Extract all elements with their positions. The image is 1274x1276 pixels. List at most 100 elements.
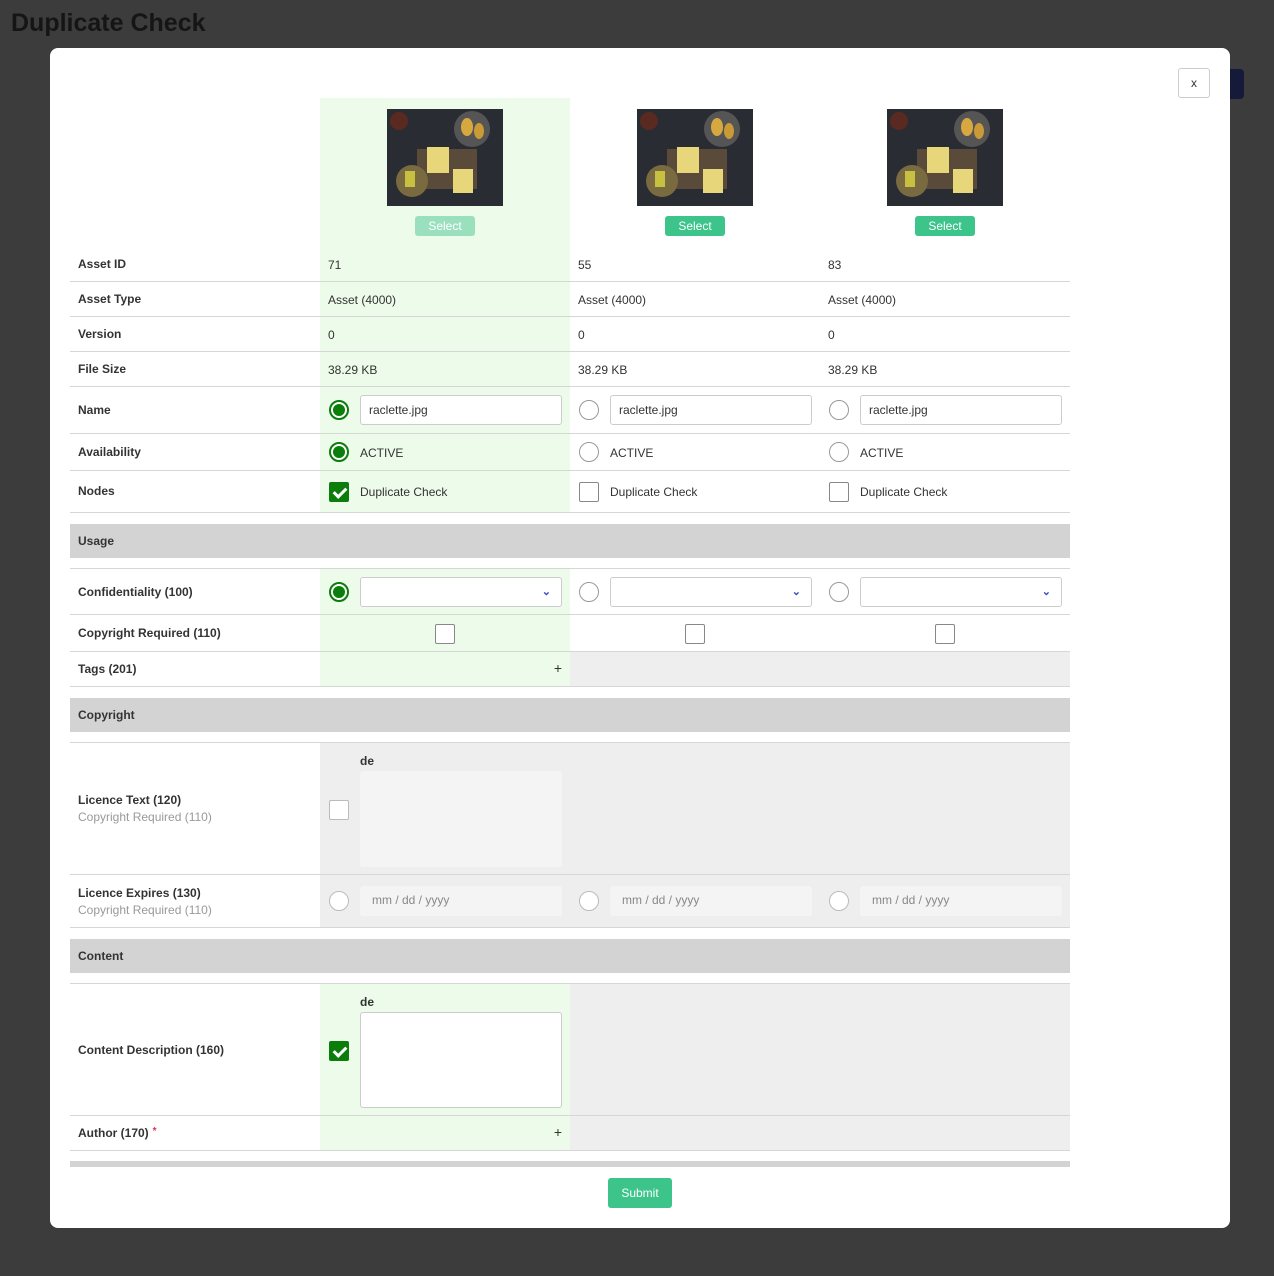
copyright-required-row: Copyright Required (110) <box>70 615 1070 652</box>
version-cell-3: 0 <box>820 317 1070 351</box>
availability-label: Availability <box>78 445 141 459</box>
confidentiality-radio[interactable] <box>329 582 349 602</box>
file-size-value: 38.29 KB <box>578 363 628 377</box>
file-size-row: File Size 38.29 KB 38.29 KB 38.29 KB <box>70 352 1070 387</box>
asset-id-label: Asset ID <box>78 257 126 271</box>
close-button[interactable]: x <box>1178 68 1210 98</box>
copyright-required-label: Copyright Required (110) <box>78 626 221 640</box>
asset-id-row: Asset ID 71 55 83 <box>70 247 1070 282</box>
content-description-cell-2 <box>570 984 820 1115</box>
availability-radio[interactable] <box>829 442 849 462</box>
licence-expires-date-input[interactable]: mm / dd / yyyy <box>610 886 812 916</box>
asset-type-row: Asset Type Asset (4000) Asset (4000) Asset … <box>70 282 1070 317</box>
confidentiality-select[interactable]: ⌄ <box>360 577 562 607</box>
copyright-required-checkbox[interactable] <box>685 624 705 644</box>
availability-radio[interactable] <box>329 442 349 462</box>
page-title: Duplicate Check <box>11 9 206 37</box>
raclette-thumbnail-image <box>887 109 1003 206</box>
licence-expires-cell-3: mm / dd / yyyy <box>820 875 1070 927</box>
select-button[interactable]: Select <box>665 216 725 236</box>
content-description-label-text: Content Description (160) <box>78 1042 225 1057</box>
name-radio[interactable] <box>329 400 349 420</box>
asset-id-cell-3: 83 <box>820 247 1070 281</box>
nodes-label: Nodes <box>78 484 115 498</box>
name-radio[interactable] <box>829 400 849 420</box>
select-button[interactable]: Select <box>415 216 475 236</box>
name-cell-2: raclette.jpg <box>570 387 820 433</box>
author-cell-3 <box>820 1116 1070 1150</box>
asset-type-value: Asset (4000) <box>328 293 397 307</box>
availability-cell-3: ACTIVE <box>820 434 1070 470</box>
licence-text-cell-2 <box>570 743 820 874</box>
asset-type-label: Asset Type <box>78 292 141 306</box>
select-button[interactable]: Select <box>915 216 975 236</box>
name-radio[interactable] <box>579 400 599 420</box>
file-size-value: 38.29 KB <box>328 363 378 377</box>
nodes-cell-3: Duplicate Check <box>820 471 1070 512</box>
nodes-label-text: Nodes <box>78 484 115 498</box>
licence-text-label-text: Licence Text (120) <box>78 793 182 807</box>
licence-text-textarea[interactable] <box>360 771 562 867</box>
asset-id-label-text: Asset ID <box>78 256 127 271</box>
licence-text-checkbox[interactable] <box>329 800 349 820</box>
copyright-required-cell-1 <box>320 615 570 651</box>
content-description-cell-1: de <box>320 984 570 1115</box>
name-input[interactable]: raclette.jpg <box>610 395 812 425</box>
asset-id-value: 83 <box>828 258 842 272</box>
copyright-required-checkbox[interactable] <box>435 624 455 644</box>
version-cell-1: 0 <box>320 317 570 351</box>
tags-cell-2 <box>570 652 820 686</box>
version-value: 0 <box>828 328 835 342</box>
content-description-checkbox[interactable] <box>329 1041 349 1061</box>
name-input[interactable]: raclette.jpg <box>860 395 1062 425</box>
confidentiality-select[interactable]: ⌄ <box>610 577 812 607</box>
content-description-textarea[interactable] <box>360 1012 562 1108</box>
licence-expires-radio[interactable] <box>579 891 599 911</box>
duplicate-check-modal: x Select Select Select Asset ID 71 55 83 Asset … <box>50 48 1230 1228</box>
raclette-thumbnail-image <box>387 109 503 206</box>
asset-type-cell-3: Asset (4000) <box>820 282 1070 316</box>
licence-text-cell-1: de <box>320 743 570 874</box>
copyright-required-checkbox[interactable] <box>935 624 955 644</box>
asset-id-cell-2: 55 <box>570 247 820 281</box>
name-input[interactable]: raclette.jpg <box>360 395 562 425</box>
licence-expires-radio[interactable] <box>829 891 849 911</box>
column-header-2: Select <box>570 98 820 247</box>
version-value: 0 <box>578 328 585 342</box>
file-size-value: 38.29 KB <box>828 363 878 377</box>
node-label: Duplicate Check <box>610 485 698 499</box>
version-label: Version <box>78 327 121 341</box>
nodes-row: Nodes Duplicate Check Duplicate Check Dupli… <box>70 471 1070 513</box>
confidentiality-cell-2: ⌄ <box>570 569 820 614</box>
licence-expires-date-input[interactable]: mm / dd / yyyy <box>360 886 562 916</box>
content-description-label: Content Description (160) <box>78 1043 224 1057</box>
availability-radio[interactable] <box>579 442 599 462</box>
version-value: 0 <box>328 328 335 342</box>
author-cell-1: + <box>320 1116 570 1150</box>
availability-row: Availability ACTIVE ACTIVE ACTIVE <box>70 434 1070 471</box>
confidentiality-select[interactable]: ⌄ <box>860 577 1062 607</box>
copyright-required-cell-2 <box>570 615 820 651</box>
content-description-cell-3 <box>820 984 1070 1115</box>
add-author-button[interactable]: + <box>553 1124 562 1140</box>
column-header-1: Select <box>320 98 570 247</box>
add-tag-button[interactable]: + <box>553 660 562 676</box>
submit-button[interactable]: Submit <box>608 1178 672 1208</box>
availability-cell-2: ACTIVE <box>570 434 820 470</box>
confidentiality-radio[interactable] <box>829 582 849 602</box>
availability-value: ACTIVE <box>610 446 654 460</box>
tags-row: Tags (201) + <box>70 652 1070 687</box>
licence-expires-radio[interactable] <box>329 891 349 911</box>
node-checkbox[interactable] <box>579 482 599 502</box>
confidentiality-radio[interactable] <box>579 582 599 602</box>
name-row: Name raclette.jpg raclette.jpg raclette.jpg <box>70 387 1070 434</box>
node-checkbox[interactable] <box>829 482 849 502</box>
confidentiality-cell-1: ⌄ <box>320 569 570 614</box>
licence-expires-date-input[interactable]: mm / dd / yyyy <box>860 886 1062 916</box>
name-cell-3: raclette.jpg <box>820 387 1070 433</box>
licence-expires-sublabel: Copyright Required (110) <box>78 903 212 917</box>
confidentiality-label: Confidentiality (100) <box>78 585 193 599</box>
node-checkbox[interactable] <box>329 482 349 502</box>
tags-cell-3 <box>820 652 1070 686</box>
confidentiality-label-text: Confidentiality (100) <box>78 584 193 599</box>
